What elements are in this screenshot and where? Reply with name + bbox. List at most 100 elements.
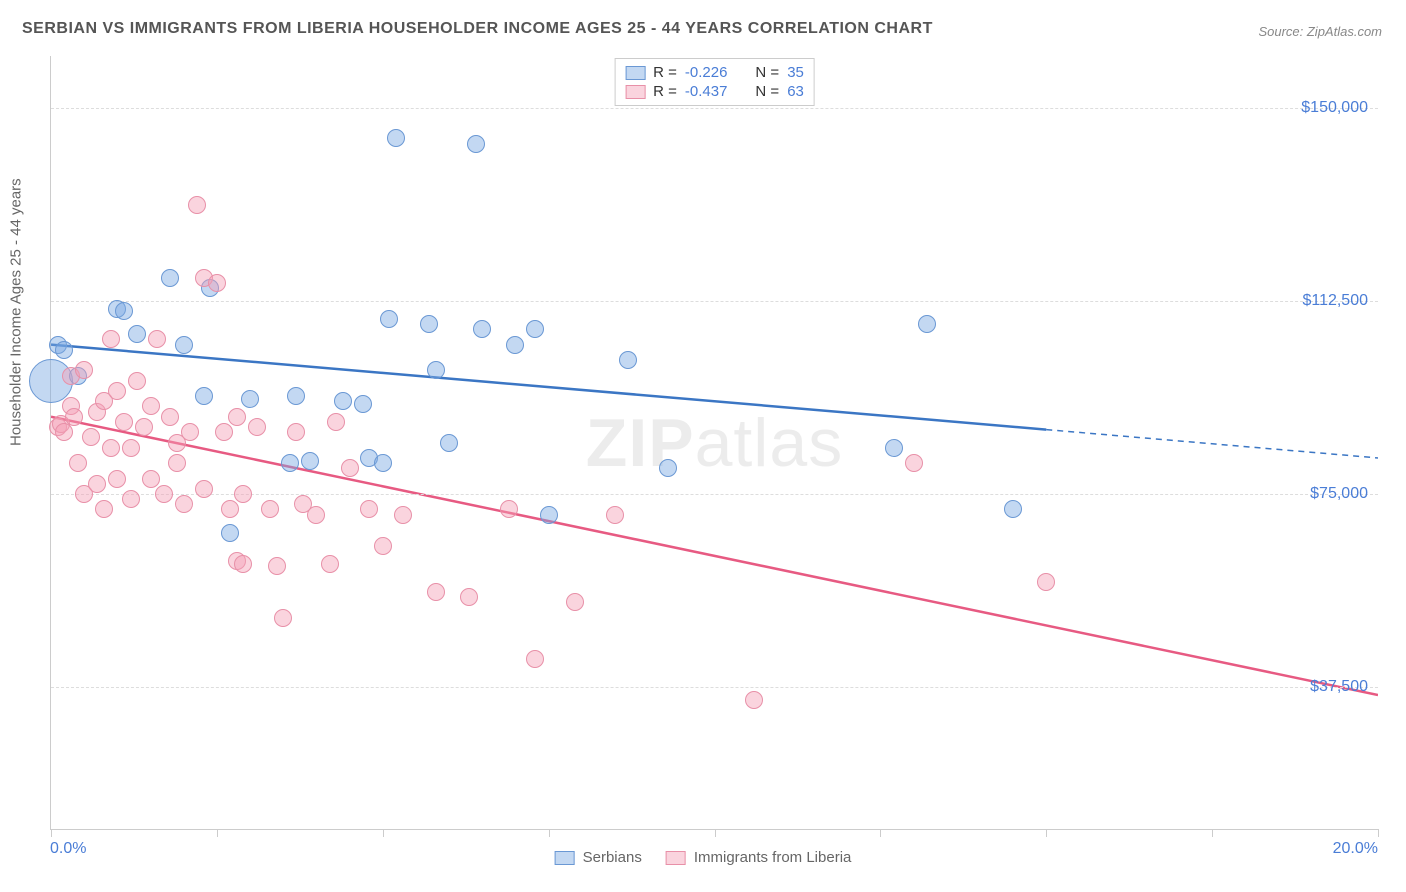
gridline — [51, 687, 1378, 688]
data-point — [918, 315, 936, 333]
x-tick — [880, 829, 881, 837]
x-tick — [217, 829, 218, 837]
data-point — [102, 330, 120, 348]
data-point — [155, 485, 173, 503]
data-point — [122, 439, 140, 457]
data-point — [540, 506, 558, 524]
data-point — [380, 310, 398, 328]
legend-item: Immigrants from Liberia — [666, 849, 852, 866]
data-point — [334, 392, 352, 410]
data-point — [387, 129, 405, 147]
legend-label: Serbians — [583, 849, 642, 866]
data-point — [108, 470, 126, 488]
data-point — [566, 593, 584, 611]
legend-swatch — [666, 851, 686, 865]
data-point — [241, 390, 259, 408]
data-point — [526, 320, 544, 338]
x-tick — [1378, 829, 1379, 837]
x-tick — [383, 829, 384, 837]
series-legend: Serbians Immigrants from Liberia — [555, 849, 852, 866]
y-tick-label: $150,000 — [1301, 99, 1368, 117]
chart-title: SERBIAN VS IMMIGRANTS FROM LIBERIA HOUSE… — [22, 20, 933, 38]
data-point — [307, 506, 325, 524]
data-point — [268, 557, 286, 575]
data-point — [526, 650, 544, 668]
r-value: -0.226 — [685, 64, 728, 81]
trend-lines — [51, 56, 1378, 829]
data-point — [142, 470, 160, 488]
data-point — [215, 423, 233, 441]
data-point — [55, 423, 73, 441]
data-point — [82, 428, 100, 446]
n-value: 63 — [787, 83, 804, 100]
data-point — [420, 315, 438, 333]
data-point — [360, 500, 378, 518]
data-point — [287, 387, 305, 405]
data-point — [261, 500, 279, 518]
data-point — [221, 500, 239, 518]
data-point — [500, 500, 518, 518]
data-point — [115, 302, 133, 320]
data-point — [55, 341, 73, 359]
data-point — [1004, 500, 1022, 518]
data-point — [228, 408, 246, 426]
x-tick — [1212, 829, 1213, 837]
data-point — [181, 423, 199, 441]
data-point — [161, 269, 179, 287]
x-tick — [549, 829, 550, 837]
data-point — [374, 537, 392, 555]
n-label: N = — [755, 83, 779, 100]
y-tick-label: $75,000 — [1310, 485, 1368, 503]
data-point — [161, 408, 179, 426]
n-value: 35 — [787, 64, 804, 81]
data-point — [354, 395, 372, 413]
data-point — [142, 397, 160, 415]
data-point — [301, 452, 319, 470]
data-point — [135, 418, 153, 436]
legend-row: R = -0.437 N = 63 — [625, 82, 804, 101]
data-point — [195, 480, 213, 498]
x-tick — [51, 829, 52, 837]
data-point — [274, 609, 292, 627]
plot-area: ZIPatlas R = -0.226 N = 35R = -0.437 N = 63 $3… — [50, 56, 1378, 830]
data-point — [108, 382, 126, 400]
data-point — [745, 691, 763, 709]
data-point — [115, 413, 133, 431]
correlation-legend: R = -0.226 N = 35R = -0.437 N = 63 — [614, 58, 815, 106]
data-point — [128, 325, 146, 343]
source-attribution: Source: ZipAtlas.com — [1258, 24, 1382, 39]
legend-item: Serbians — [555, 849, 642, 866]
legend-swatch — [555, 851, 575, 865]
data-point — [248, 418, 266, 436]
data-point — [885, 439, 903, 457]
r-value: -0.437 — [685, 83, 728, 100]
data-point — [1037, 573, 1055, 591]
x-tick — [715, 829, 716, 837]
data-point — [659, 459, 677, 477]
data-point — [195, 387, 213, 405]
data-point — [234, 555, 252, 573]
y-tick-label: $37,500 — [1310, 678, 1368, 696]
data-point — [427, 583, 445, 601]
x-tick — [1046, 829, 1047, 837]
data-point — [168, 454, 186, 472]
data-point — [208, 274, 226, 292]
data-point — [460, 588, 478, 606]
r-label: R = — [653, 64, 677, 81]
legend-swatch — [625, 85, 645, 99]
data-point — [95, 500, 113, 518]
data-point — [128, 372, 146, 390]
r-label: R = — [653, 83, 677, 100]
data-point — [321, 555, 339, 573]
data-point — [427, 361, 445, 379]
data-point — [287, 423, 305, 441]
data-point — [606, 506, 624, 524]
watermark: ZIPatlas — [586, 404, 843, 482]
chart-container: SERBIAN VS IMMIGRANTS FROM LIBERIA HOUSE… — [0, 0, 1406, 892]
data-point — [65, 408, 83, 426]
gridline — [51, 108, 1378, 109]
data-point — [88, 475, 106, 493]
data-point — [75, 361, 93, 379]
data-point — [69, 454, 87, 472]
legend-swatch — [625, 66, 645, 80]
